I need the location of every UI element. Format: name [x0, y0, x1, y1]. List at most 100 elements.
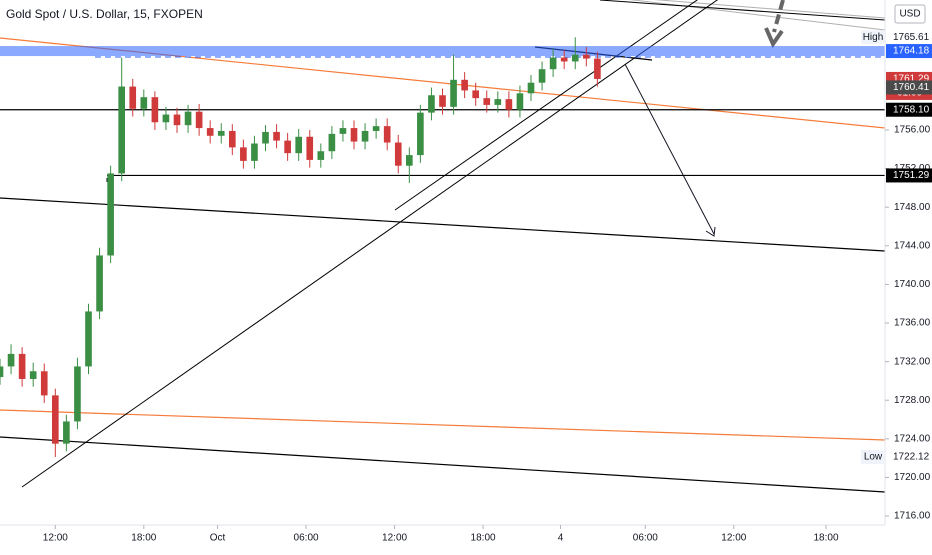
price-label-bg [886, 80, 932, 95]
price-tag: High [863, 32, 884, 43]
candle-body [273, 131, 280, 141]
candle-body [284, 140, 291, 154]
candle-body [361, 130, 369, 142]
x-tick-label: 12:00 [43, 533, 68, 544]
candle-body [151, 97, 159, 123]
candle-body [74, 366, 81, 422]
candle-body [472, 90, 480, 99]
drawings [0, 0, 886, 493]
price-label-bg [886, 30, 932, 45]
candle-body [571, 54, 579, 62]
candle-body [217, 130, 225, 136]
y-tick-label: 1756.00 [894, 125, 931, 136]
candle-body [527, 82, 535, 94]
candle-body [240, 147, 247, 161]
candle-body [350, 128, 358, 142]
candle-body [40, 371, 48, 396]
candle-body [129, 86, 137, 109]
candle-body [494, 99, 502, 105]
candle-body [439, 95, 446, 107]
x-tick-label: Oct [210, 533, 226, 544]
candle-body [140, 97, 148, 109]
candle-body [173, 114, 181, 126]
candle-body [461, 79, 468, 91]
candle-body [505, 99, 513, 110]
trend-line [0, 197, 886, 252]
price-label: 1760.41 [893, 82, 930, 93]
channel-line [599, 0, 886, 21]
x-tick-label: 12:00 [382, 533, 407, 544]
x-tick-label: 06:00 [294, 533, 319, 544]
candle-body [85, 311, 92, 367]
price-label: 1751.29 [893, 170, 930, 181]
chart-title: Gold Spot / U.S. Dollar, 15, FXOPEN [6, 7, 203, 21]
price-tag-bg [861, 449, 885, 464]
candle-body [582, 54, 590, 59]
trend-line [0, 409, 886, 441]
price-tag-bg [861, 30, 885, 45]
y-tick-label: 1736.00 [894, 318, 931, 329]
candle-body [428, 95, 435, 113]
x-tick-label: 18:00 [131, 533, 156, 544]
y-tick-label: 1732.00 [894, 356, 931, 367]
price-label-bg [886, 449, 932, 464]
candle-body [538, 69, 546, 83]
candle-body [206, 128, 214, 136]
price-label: 1722.12 [893, 452, 930, 463]
y-tick-label: 1716.00 [894, 511, 931, 522]
arrow-head [705, 226, 716, 237]
channel-line [629, 0, 886, 31]
candle-body [450, 79, 457, 107]
arrow-line [772, 0, 785, 33]
candle-body [184, 111, 192, 126]
candle-body [516, 93, 524, 110]
candle-body [549, 57, 557, 70]
price-label: 1764.18 [893, 46, 930, 57]
candle-body [0, 366, 4, 378]
price-label-bg [886, 44, 932, 59]
x-tick-label: 18:00 [813, 533, 838, 544]
candle-body [339, 128, 347, 134]
zone [0, 46, 885, 57]
trend-line [21, 0, 719, 488]
candle-body [560, 57, 568, 62]
candle-body [51, 395, 59, 444]
candle-body [162, 114, 170, 123]
candle-body [18, 353, 26, 379]
candle-body [483, 98, 491, 105]
projection-arrow [624, 63, 715, 235]
price-label: 1761.29 [893, 74, 930, 85]
candle-body [228, 130, 236, 148]
candle-body [405, 155, 413, 166]
currency-box[interactable] [894, 4, 926, 24]
y-tick-label: 1724.00 [894, 433, 931, 444]
candle-body [251, 143, 258, 161]
candle-body [417, 112, 424, 156]
candle-body [594, 58, 601, 79]
price-label-bg [886, 168, 932, 183]
candle-body [328, 133, 336, 152]
candle-body [118, 86, 126, 174]
candle-body [107, 173, 114, 256]
candle-body [7, 353, 15, 367]
candle-body [372, 126, 380, 131]
price-label-bg [886, 102, 932, 117]
x-tick-label: 12:00 [721, 533, 746, 544]
price-label: 1765.61 [893, 32, 930, 43]
y-tick-label: 1740.00 [894, 279, 931, 290]
candle-body [295, 136, 303, 154]
candle-body [63, 421, 70, 444]
candle-body [317, 151, 325, 160]
candle-body [29, 371, 37, 379]
price-tag: Low [864, 452, 883, 463]
candle-body [195, 111, 203, 129]
channel-line [653, 0, 886, 19]
y-tick-label: 1748.00 [894, 202, 931, 213]
currency[interactable]: USD [899, 9, 920, 20]
y-tick-label: 1720.00 [894, 472, 931, 483]
candle-body [383, 126, 391, 143]
trend-line [394, 0, 698, 211]
candle-body [96, 255, 103, 312]
candle-body [306, 136, 314, 160]
